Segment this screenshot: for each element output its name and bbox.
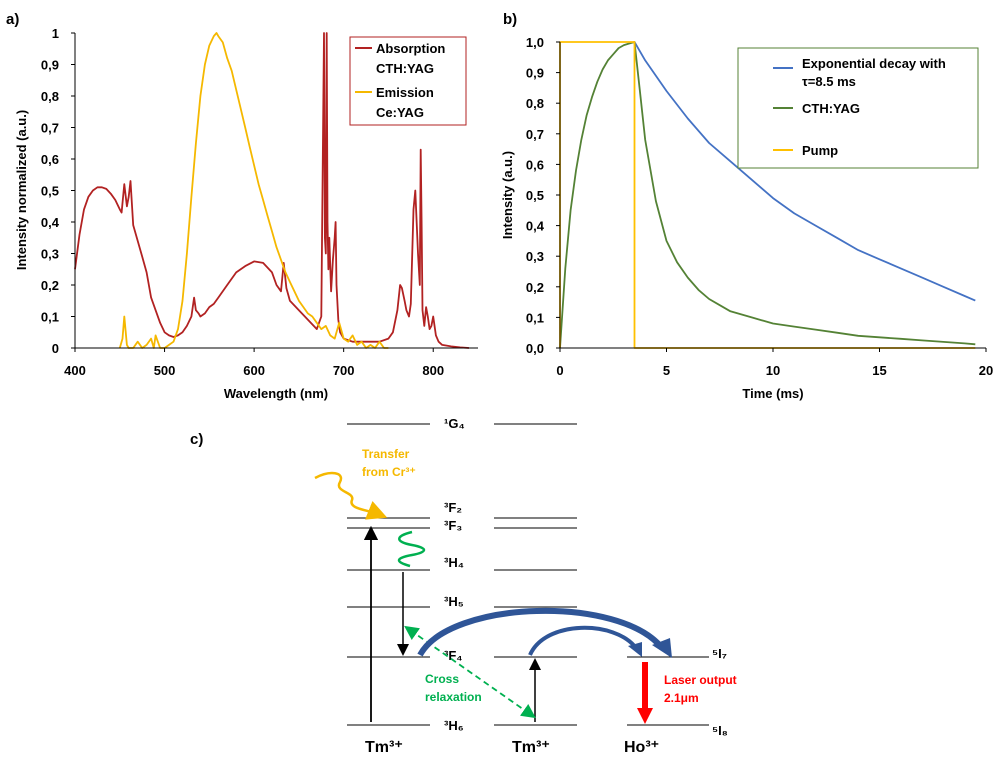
chart-b-y-title: Intensity (a.u.): [500, 151, 515, 239]
chart-a-xtick-label-1: 500: [154, 363, 176, 378]
laser-note-line2: 2.1μm: [664, 691, 699, 705]
legend-b-exp-line2: τ=8.5 ms: [802, 74, 856, 89]
chart-a-xtick-label-0: 400: [64, 363, 86, 378]
ion-label-tm-2: Tm³⁺: [512, 739, 550, 756]
chart-a-ytick-label-4: 0,4: [41, 215, 60, 230]
chart-b-xtick-label-3: 15: [872, 363, 886, 378]
panel-b-label: b): [503, 11, 517, 28]
chart-b-xtick-label-4: 20: [979, 363, 993, 378]
level-label-5i8: ⁵I₈: [712, 723, 728, 738]
transfer-note-line1: Transfer: [362, 447, 410, 461]
legend-b-cth-label: CTH:YAG: [802, 101, 860, 116]
chart-a-ytick-label-3: 0,3: [41, 247, 59, 262]
level-label-3h6: ³H₆: [444, 718, 464, 733]
nonradiative-wiggle: [397, 530, 426, 568]
cross-relax-note-line1: Cross: [425, 672, 459, 686]
chart-a-series-1: [118, 32, 389, 349]
chart-a-ytick-label-2: 0,2: [41, 278, 59, 293]
chart-b-series-0: [633, 41, 976, 302]
chart-a-ytick-label-10: 1: [52, 26, 59, 41]
chart-b-series-1: [559, 41, 976, 349]
chart-b-ytick-label-3: 0,3: [526, 249, 544, 264]
chart-b-ytick-label-1: 0,1: [526, 310, 544, 325]
chart-b-ytick-label-0: 0,0: [526, 341, 544, 356]
chart-a: 0 0,1 0,2 0,3 0,4 0,5 0,6 0,7 0,8 0,9 1 400 500 600 7…: [14, 26, 478, 401]
chart-b-y-ticks: 0,0 0,1 0,2 0,3 0,4 0,5 0,6 0,7 0,8 0,9 1,0: [526, 35, 560, 356]
chart-b-ytick-label-6: 0,6: [526, 157, 544, 172]
chart-a-xtick-label-2: 600: [243, 363, 265, 378]
chart-b: 0,0 0,1 0,2 0,3 0,4 0,5 0,6 0,7 0,8 0,9 1,0 0 5 10 15…: [500, 35, 993, 401]
level-label-3f3: ³F₃: [444, 518, 462, 533]
chart-a-y-title: Intensity normalized (a.u.): [14, 110, 29, 270]
chart-b-xtick-label-1: 5: [663, 363, 670, 378]
chart-a-series-0: [74, 32, 470, 349]
legend-a-absorption-line1: Absorption: [376, 41, 445, 56]
ion-label-ho: Ho³⁺: [624, 739, 659, 756]
chart-b-ytick-label-9: 0,9: [526, 66, 544, 81]
cr-transfer-wiggle: [314, 471, 388, 520]
energy-transfer-arrow-large: [417, 608, 665, 657]
energy-transfer-arrowhead-small: [628, 642, 642, 657]
chart-a-x-ticks: 400 500 600 700 800: [64, 348, 444, 378]
chart-b-ytick-label-4: 0,4: [526, 219, 545, 234]
cross-relax-note-line2: relaxation: [425, 690, 482, 704]
chart-b-x-title: Time (ms): [742, 386, 803, 401]
chart-a-y-ticks: 0 0,1 0,2 0,3 0,4 0,5 0,6 0,7 0,8 0,9 1: [41, 26, 75, 356]
chart-a-xtick-label-4: 800: [422, 363, 444, 378]
chart-b-legend: Exponential decay with τ=8.5 ms CTH:YAG …: [737, 47, 979, 169]
legend-a-emission-line1: Emission: [376, 85, 434, 100]
chart-b-xtick-label-2: 10: [766, 363, 780, 378]
level-label-1g4: ¹G₄: [444, 416, 465, 431]
chart-a-ytick-label-9: 0,9: [41, 58, 59, 73]
chart-a-series-group: [74, 32, 470, 349]
chart-b-ytick-label-10: 1,0: [526, 35, 544, 50]
chart-b-ytick-label-7: 0,7: [526, 127, 544, 142]
chart-a-ytick-label-6: 0,6: [41, 152, 59, 167]
chart-a-legend: Absorption CTH:YAG Emission Ce:YAG: [349, 36, 467, 126]
level-label-3h5: ³H₅: [444, 594, 464, 609]
chart-a-ytick-label-5: 0,5: [41, 184, 59, 199]
chart-a-ytick-label-7: 0,7: [41, 121, 59, 136]
level-label-3h4: ³H₄: [444, 555, 464, 570]
chart-a-x-title: Wavelength (nm): [224, 386, 328, 401]
legend-b-pump-label: Pump: [802, 143, 838, 158]
laser-output-arrowhead: [637, 708, 653, 724]
panel-a-label: a): [6, 11, 19, 28]
legend-a-emission-line2: Ce:YAG: [376, 105, 424, 120]
chart-a-legend-box: [349, 36, 467, 126]
level-label-3f2: ³F₂: [444, 500, 462, 515]
chart-b-ytick-label-2: 0,2: [526, 280, 544, 295]
laser-note-line1: Laser output: [664, 673, 737, 687]
chart-a-ytick-label-0: 0: [52, 341, 59, 356]
ion-label-tm-1: Tm³⁺: [365, 739, 403, 756]
chart-a-ytick-label-8: 0,8: [41, 89, 59, 104]
level-label-5i7: ⁵I₇: [712, 646, 727, 661]
legend-a-absorption-line2: CTH:YAG: [376, 61, 434, 76]
legend-b-exp-line1: Exponential decay with: [802, 56, 946, 71]
chart-b-ytick-label-5: 0,5: [526, 188, 544, 203]
panel-c-label: c): [190, 431, 203, 448]
transfer-note-line2: from Cr³⁺: [362, 465, 416, 479]
chart-b-ytick-label-8: 0,8: [526, 96, 544, 111]
chart-b-x-ticks: 0 5 10 15 20: [556, 348, 993, 378]
energy-transfer-arrowhead-large: [652, 638, 672, 658]
energy-transfer-arrow-small: [528, 625, 638, 656]
chart-a-xtick-label-3: 700: [333, 363, 355, 378]
chart-b-xtick-label-0: 0: [556, 363, 563, 378]
chart-a-ytick-label-1: 0,1: [41, 310, 59, 325]
energy-level-diagram: ¹G₄ ³F₂ ³F₃ ³H₄ ³H₅ ³F₄ ³H₆ ⁵I₇ ⁵I₈ Tm³⁺…: [314, 416, 737, 756]
